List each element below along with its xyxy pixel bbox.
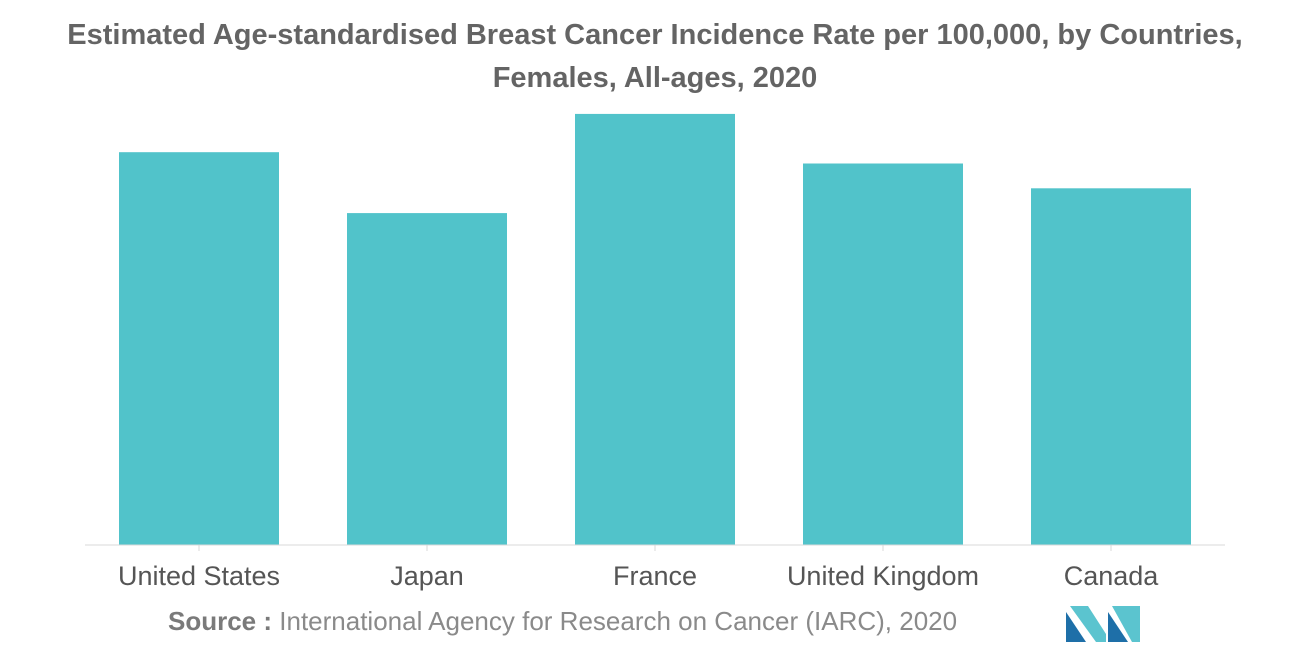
logo-shape-left — [1066, 612, 1086, 642]
bar-united-states — [119, 152, 279, 545]
x-tick-label: Japan — [390, 561, 464, 591]
logo-shape-mid — [1070, 606, 1106, 642]
logo-shape-mid-right — [1108, 612, 1128, 642]
x-axis-tick-labels: United States Japan France United Kingdom Ca… — [118, 561, 1159, 591]
chart-title-line-2: Females, All-ages, 2020 — [492, 62, 818, 94]
source-text: International Agency for Research on Can… — [279, 606, 958, 636]
x-tick-label: United States — [118, 561, 280, 591]
mordor-intelligence-logo-icon — [1066, 606, 1140, 642]
source-note: Source : International Agency for Resear… — [168, 606, 957, 637]
source-label: Source : — [168, 606, 273, 636]
bar-france — [575, 113, 735, 545]
bar-series — [119, 113, 1191, 546]
chart-title: Estimated Age-standardised Breast Cancer… — [0, 14, 1310, 100]
bar-japan — [347, 213, 507, 545]
bar-united-kingdom — [803, 163, 963, 545]
x-tick-label: United Kingdom — [787, 561, 979, 591]
logo-shape-right — [1112, 606, 1140, 642]
bar-chart: United States Japan France United Kingdom Ca… — [85, 113, 1225, 591]
chart-title-line-1: Estimated Age-standardised Breast Cancer… — [67, 19, 1243, 51]
x-axis-ticks — [198, 545, 1112, 551]
x-tick-label: Canada — [1064, 561, 1160, 591]
x-tick-label: France — [613, 561, 697, 591]
bar-canada — [1031, 188, 1191, 546]
